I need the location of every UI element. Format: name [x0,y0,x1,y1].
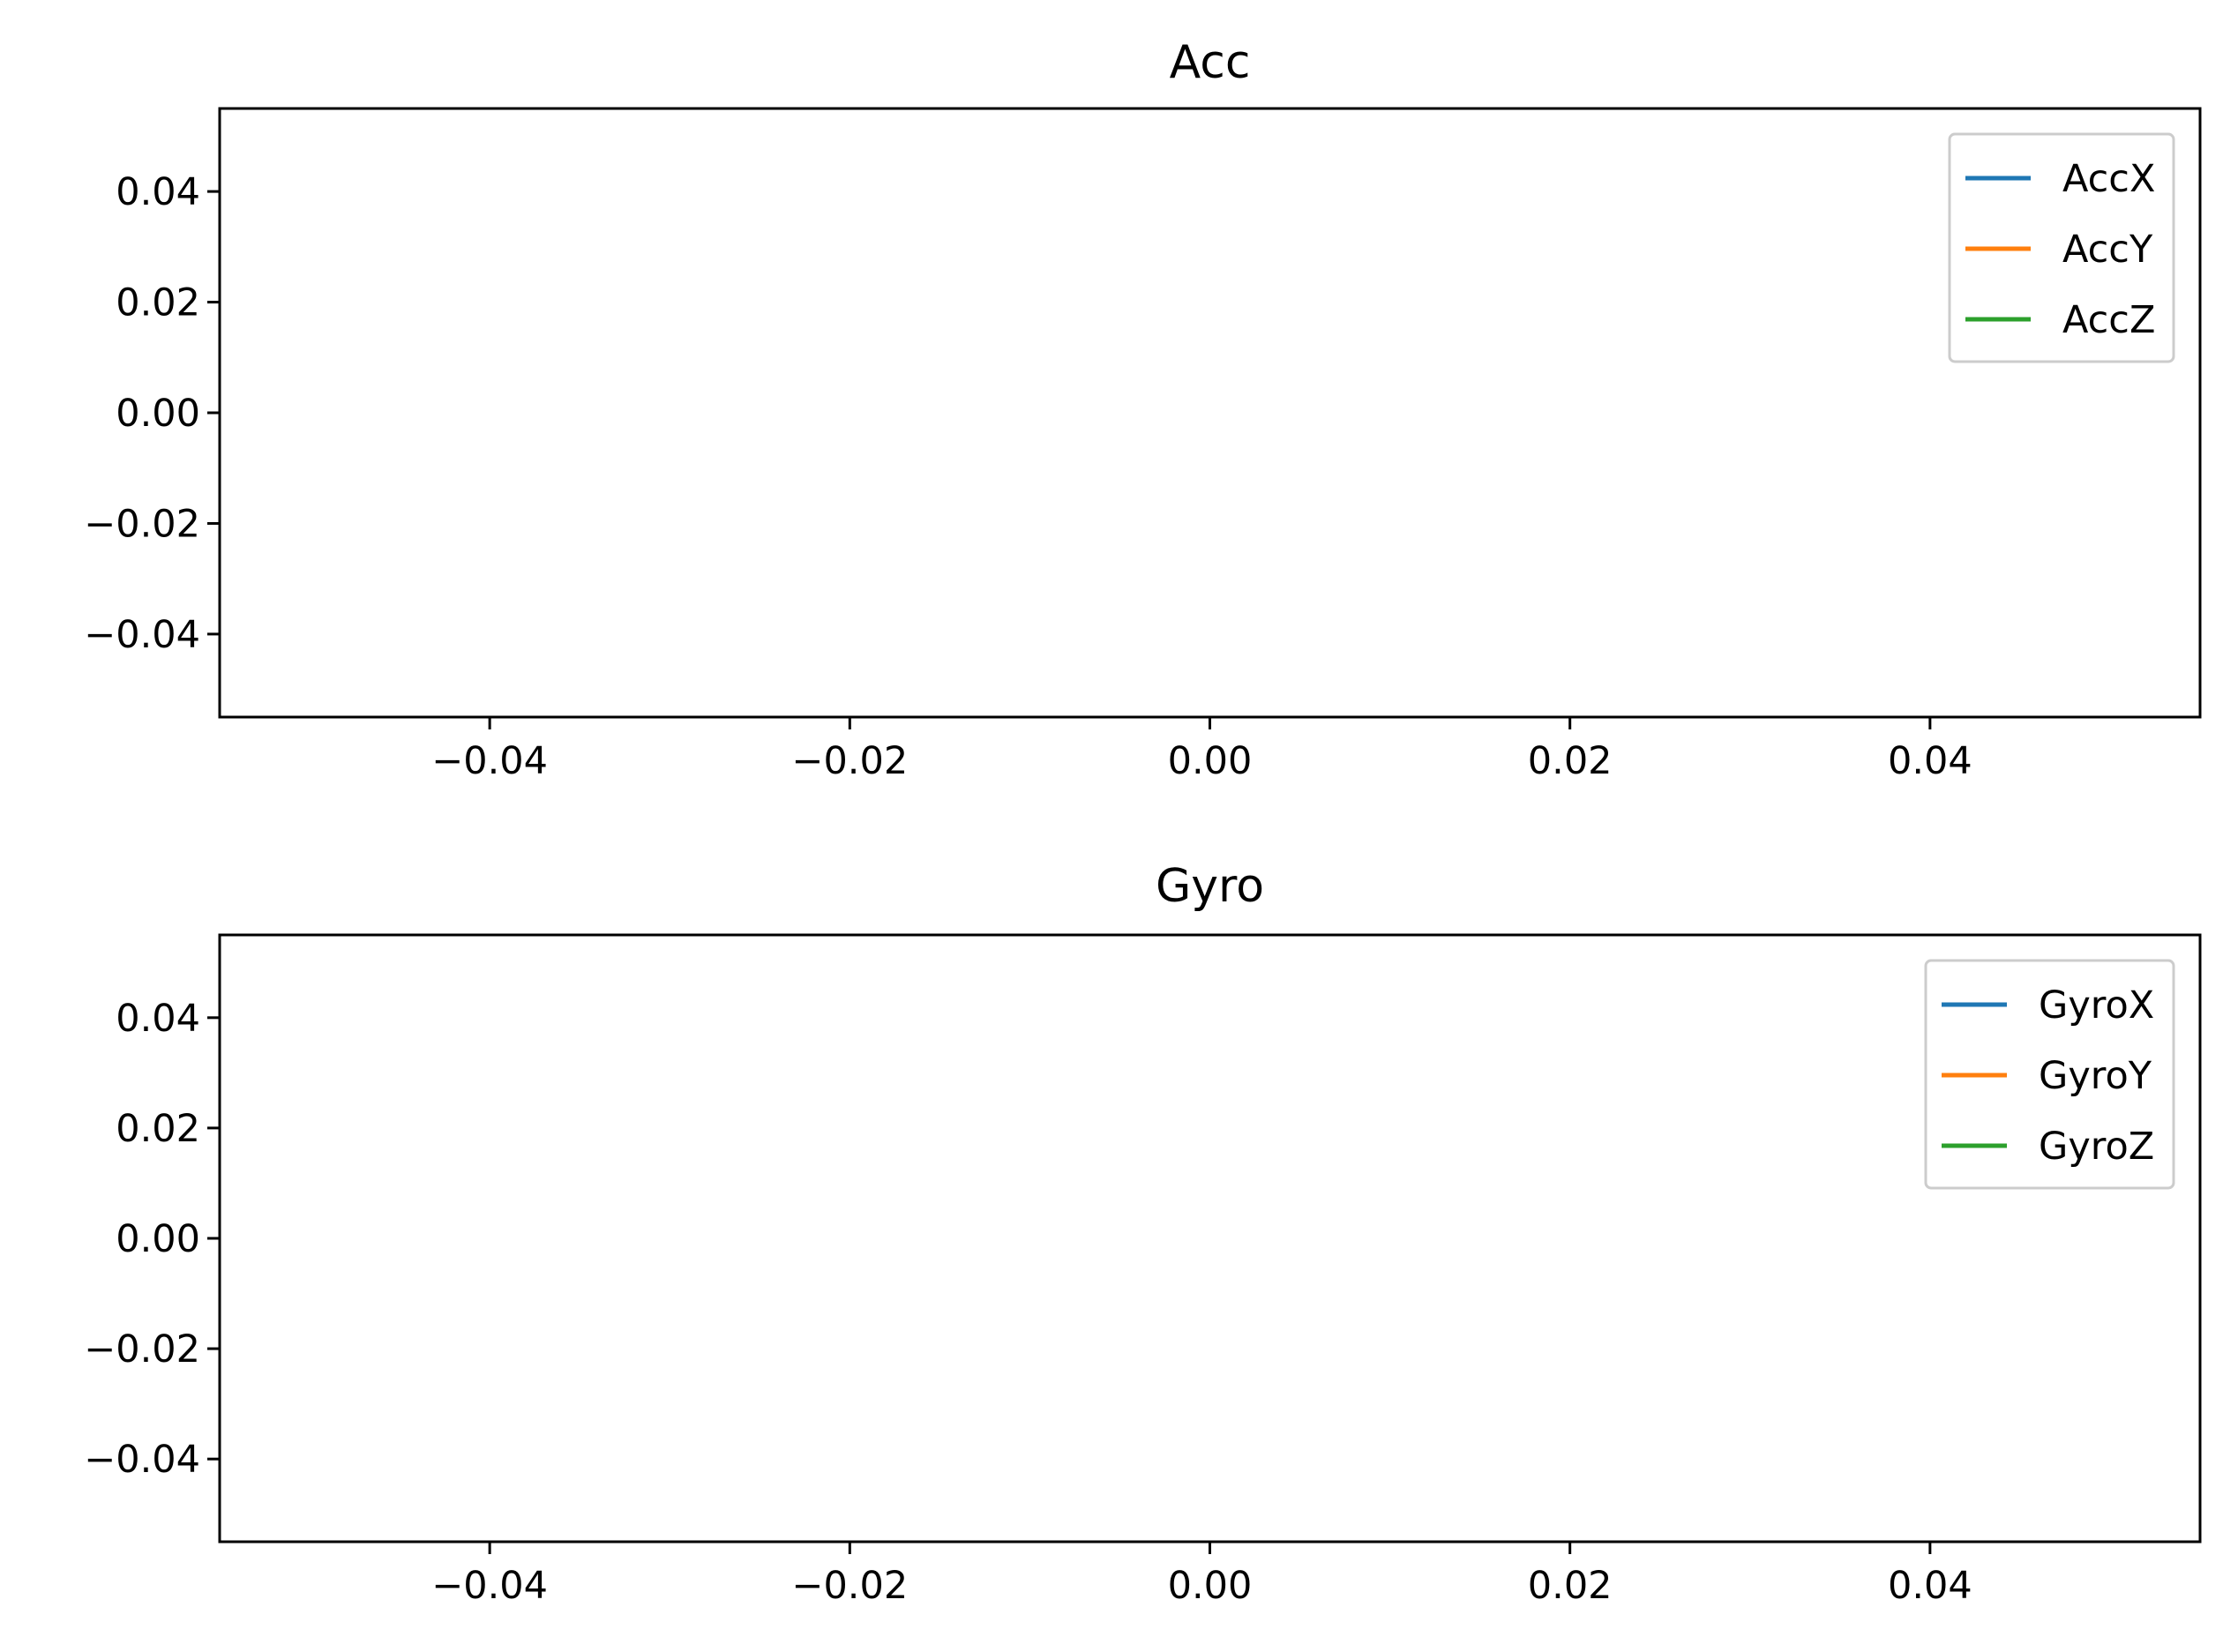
legend: GyroX GyroY GyroZ [1924,959,2175,1190]
x-tick-label: 0.02 [1528,1564,1613,1608]
x-tick-label: −0.02 [791,1564,908,1608]
x-tick-label: 0.00 [1168,1564,1253,1608]
chart-title: Acc [1170,36,1251,89]
legend-box [1924,959,2175,1190]
y-tick-label: 0.00 [116,1217,200,1261]
x-tick-label: 0.02 [1528,739,1613,783]
chart-title: Gyro [1156,860,1264,913]
x-tick-label: 0.00 [1168,739,1253,783]
x-tick-label: 0.04 [1888,1564,1972,1608]
y-tick-label: 0.04 [116,997,200,1041]
legend-box [1948,132,2175,363]
x-tick-label: −0.02 [791,739,908,783]
legend-label: GyroZ [2039,1125,2154,1169]
chart-panel-0: Acc 0.04 0.02 0.00 −0.02 −0.04 −0.04 −0.02 0.00 0… [84,36,2202,783]
y-tick-label: −0.02 [84,502,200,546]
legend-label: GyroX [2039,983,2154,1028]
y-tick-label: −0.04 [84,1438,200,1482]
legend: AccX AccY AccZ [1948,132,2175,363]
legend-label: AccX [2062,157,2155,201]
legend-label: GyroY [2039,1054,2152,1098]
y-tick-label: 0.04 [116,170,200,214]
x-tick-label: −0.04 [431,1564,548,1608]
chart-panel-1: Gyro 0.04 0.02 0.00 −0.02 −0.04 −0.04 −0.02 0.00… [84,860,2202,1608]
y-tick-label: −0.02 [84,1327,200,1372]
legend-label: AccY [2062,228,2153,272]
y-tick-label: −0.04 [84,613,200,657]
x-tick-label: 0.04 [1888,739,1972,783]
x-tick-label: −0.04 [431,739,548,783]
legend-label: AccZ [2062,298,2155,342]
y-tick-label: 0.00 [116,392,200,436]
y-tick-label: 0.02 [116,281,200,325]
y-tick-label: 0.02 [116,1107,200,1151]
